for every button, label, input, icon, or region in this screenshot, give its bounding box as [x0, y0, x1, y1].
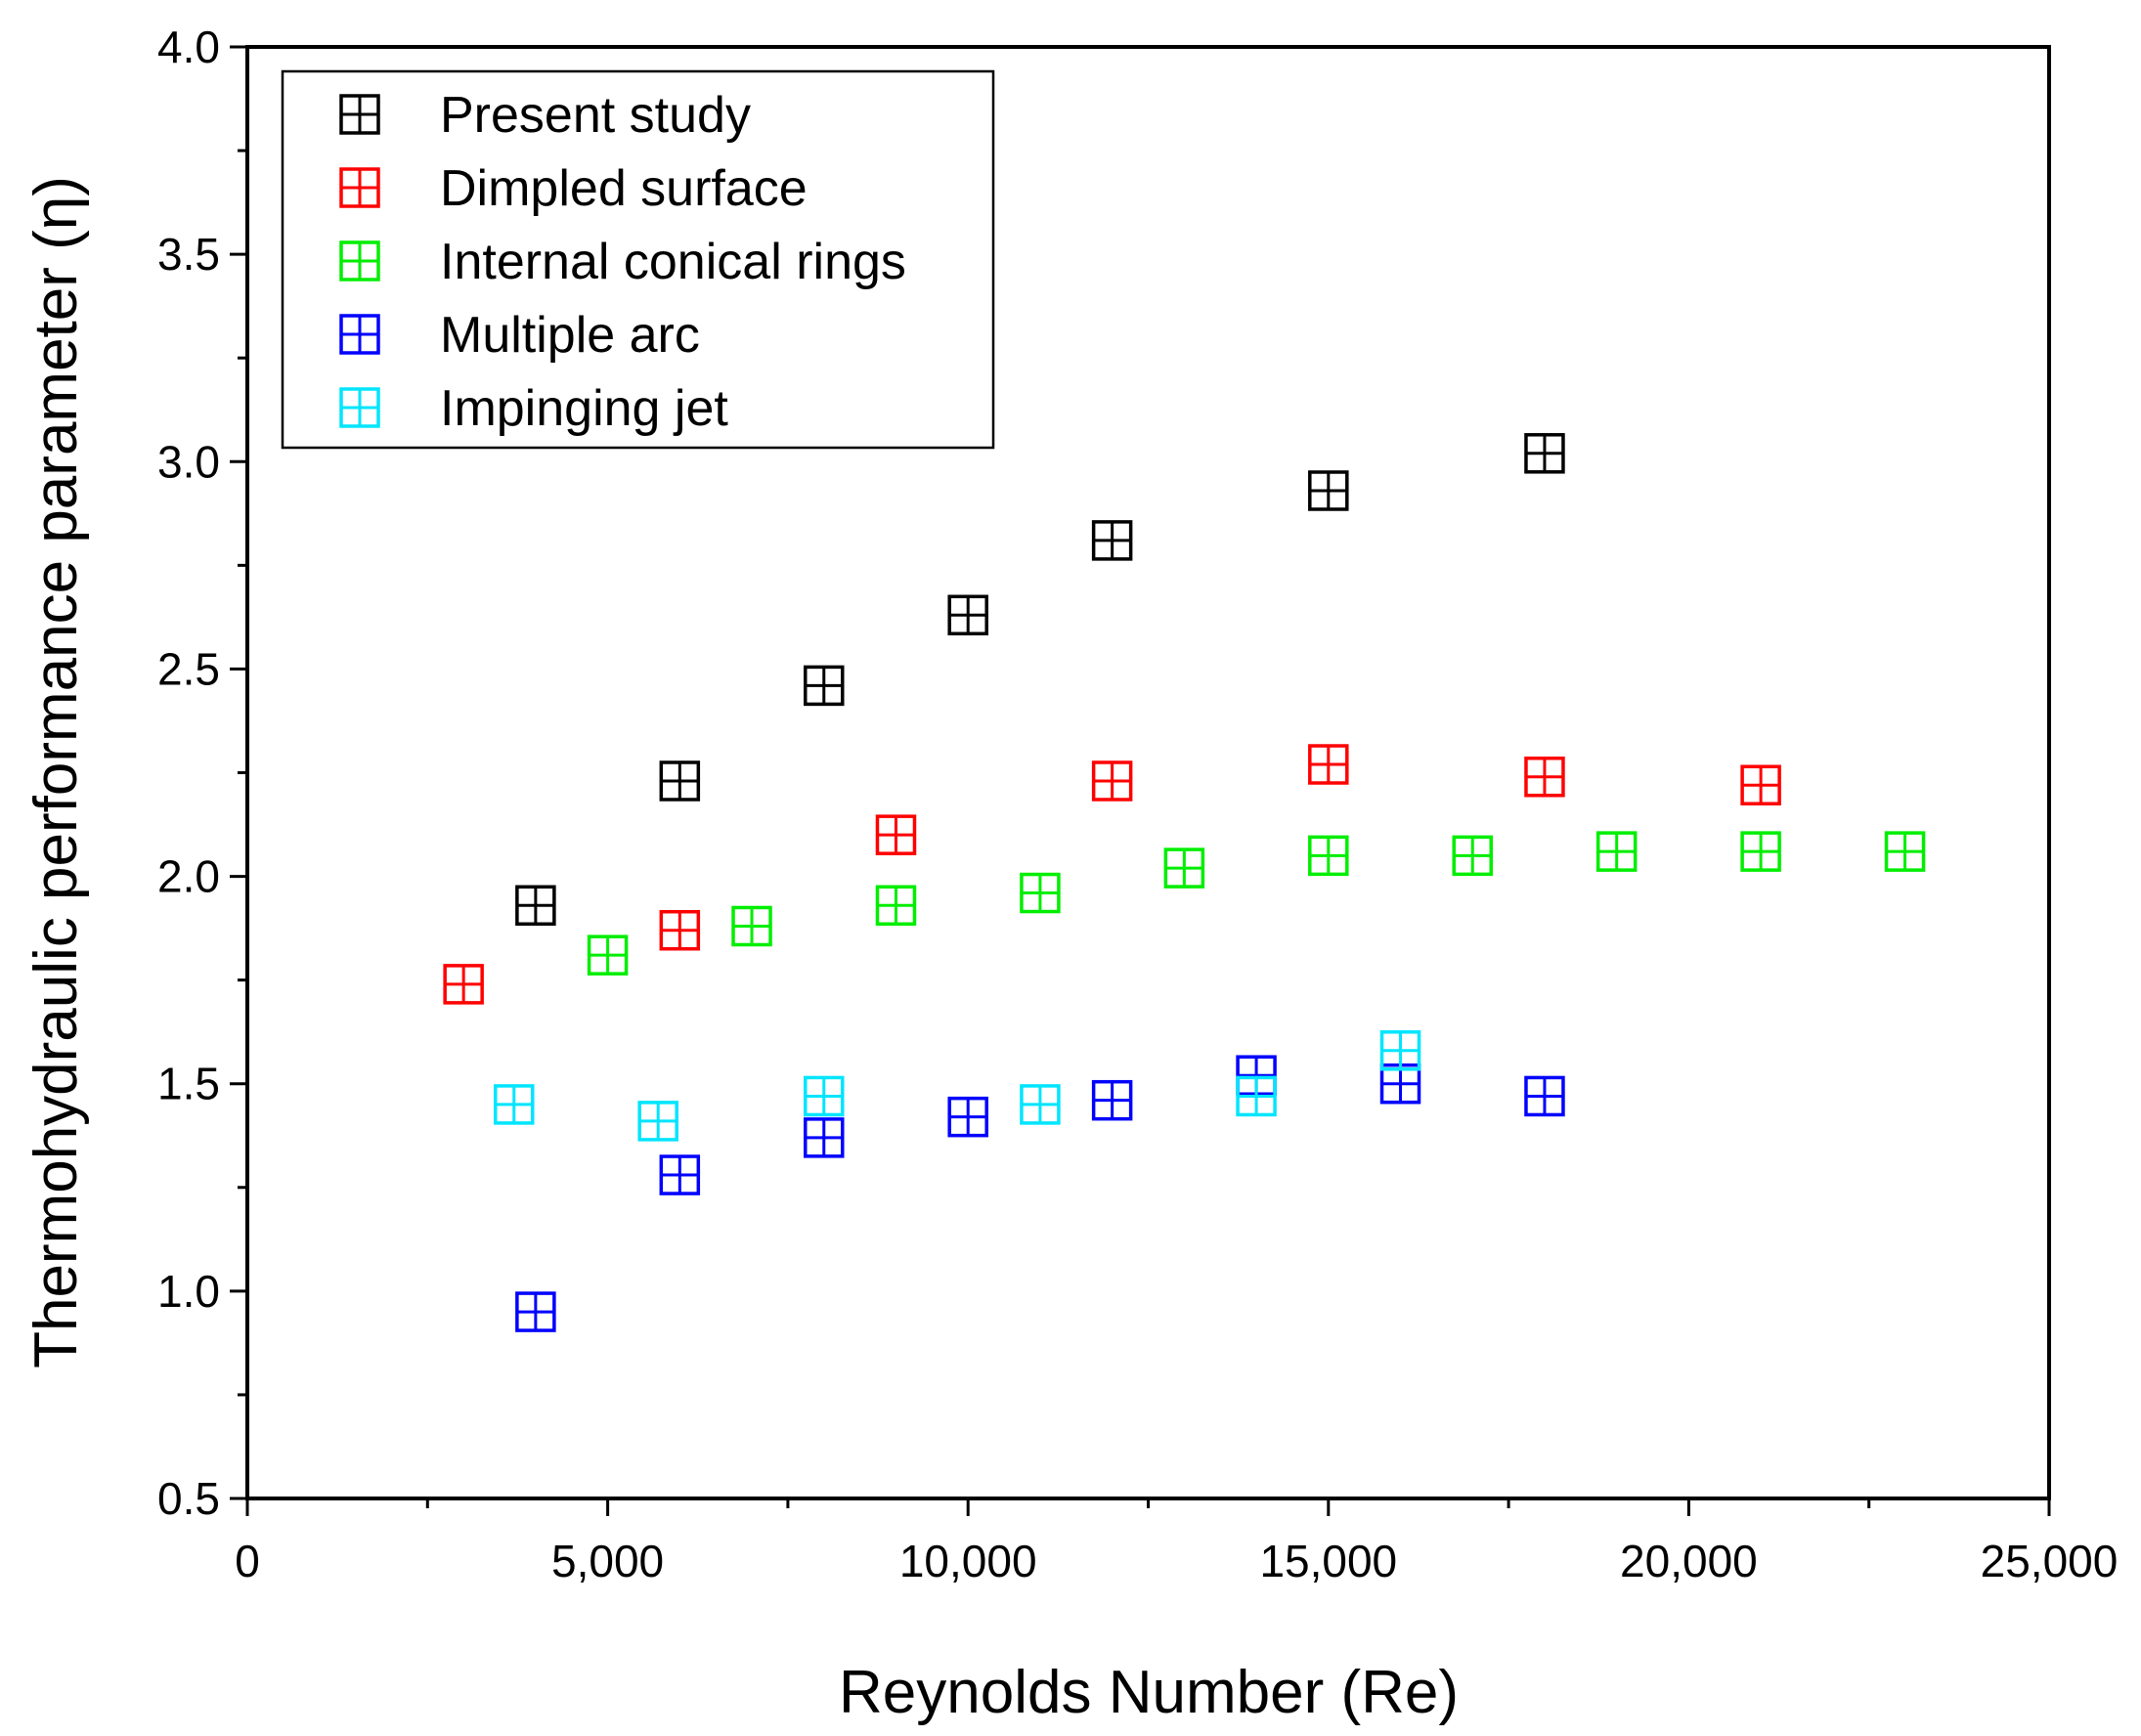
y-tick-label: 2.5: [157, 643, 220, 694]
series-present-study: [515, 433, 1565, 927]
data-point-internal-conical-rings: [731, 905, 772, 947]
series-impinging-jet: [494, 1030, 1421, 1142]
data-point-impinging-jet: [1379, 1030, 1421, 1071]
data-point-multiple-arc: [804, 1117, 845, 1158]
data-point-dimpled-surface: [443, 964, 484, 1005]
data-point-multiple-arc: [1091, 1079, 1133, 1121]
data-point-internal-conical-rings: [875, 885, 917, 927]
data-point-present-study: [1524, 433, 1565, 474]
data-point-internal-conical-rings: [1740, 831, 1781, 872]
legend-item-present-study: Present study: [339, 87, 751, 144]
y-tick-label: 4.0: [157, 22, 220, 72]
axis-ticks: [230, 45, 2051, 1516]
legend-label: Impinging jet: [440, 380, 728, 437]
legend-box: [281, 69, 995, 450]
y-tick-label: 3.5: [157, 229, 220, 280]
data-point-impinging-jet: [494, 1084, 535, 1125]
data-point-internal-conical-rings: [1452, 835, 1493, 877]
y-tick-label: 1.0: [157, 1266, 220, 1317]
x-tick-label: 5,000: [551, 1536, 664, 1586]
legend-marker: [339, 167, 380, 208]
data-point-multiple-arc: [659, 1154, 701, 1195]
data-point-dimpled-surface: [1740, 764, 1781, 805]
x-tick-label: 10,000: [899, 1536, 1037, 1586]
data-point-internal-conical-rings: [1884, 831, 1926, 872]
series-dimpled-surface: [443, 744, 1781, 1005]
y-tick-label: 0.5: [157, 1473, 220, 1524]
data-point-internal-conical-rings: [1595, 831, 1638, 872]
x-tick-label: 15,000: [1259, 1536, 1397, 1586]
legend-item-multiple-arc: Multiple arc: [339, 307, 700, 364]
legend-item-impinging-jet: Impinging jet: [339, 380, 728, 437]
data-point-impinging-jet: [1020, 1084, 1061, 1125]
legend-marker: [339, 314, 380, 355]
legend-items: Present study Dimpled surface Internal con…: [339, 87, 906, 437]
data-point-multiple-arc: [515, 1291, 556, 1332]
legend-marker: [339, 240, 380, 282]
data-point-present-study: [1091, 520, 1133, 561]
data-point-present-study: [659, 760, 701, 802]
data-point-impinging-jet: [804, 1075, 845, 1117]
legend-marker: [339, 94, 380, 135]
data-point-dimpled-surface: [659, 909, 701, 951]
y-axis-title: Thermohydraulic performance parameter (η…: [22, 176, 90, 1368]
x-axis-title: Reynolds Number (Re): [839, 1659, 1459, 1726]
data-point-impinging-jet: [1236, 1075, 1277, 1117]
data-point-dimpled-surface: [1524, 756, 1565, 798]
data-point-present-study: [804, 665, 845, 707]
data-point-present-study: [947, 594, 988, 636]
data-point-multiple-arc: [1524, 1075, 1565, 1117]
legend-label: Present study: [440, 87, 751, 144]
legend-label: Dimpled surface: [440, 160, 808, 217]
data-point-dimpled-surface: [1308, 744, 1349, 785]
data-point-present-study: [1308, 470, 1349, 511]
series-internal-conical-rings: [587, 831, 1926, 976]
x-tick-label: 20,000: [1620, 1536, 1758, 1586]
legend: Present study Dimpled surface Internal con…: [281, 69, 995, 450]
data-points: [443, 433, 1926, 1332]
legend-label: Internal conical rings: [440, 234, 906, 290]
legend-item-internal-conical-rings: Internal conical rings: [339, 234, 906, 290]
data-point-impinging-jet: [637, 1101, 678, 1142]
data-point-multiple-arc: [947, 1096, 988, 1138]
data-point-present-study: [515, 885, 556, 927]
data-point-dimpled-surface: [875, 814, 917, 855]
legend-item-dimpled-surface: Dimpled surface: [339, 160, 808, 217]
x-tick-label: 25,000: [1981, 1536, 2119, 1586]
data-point-internal-conical-rings: [1020, 872, 1061, 914]
y-tick-label: 2.0: [157, 851, 220, 902]
data-point-internal-conical-rings: [1308, 835, 1349, 877]
legend-marker: [339, 387, 380, 428]
y-tick-label: 3.0: [157, 436, 220, 487]
axis-tick-labels: 0 5,000 10,000 15,000 20,000 25,000 0.5 1.0 1.5 2…: [157, 22, 2118, 1586]
data-point-dimpled-surface: [1091, 760, 1133, 802]
x-tick-label: 0: [235, 1536, 260, 1586]
data-point-internal-conical-rings: [587, 934, 629, 976]
data-point-internal-conical-rings: [1163, 847, 1205, 889]
y-tick-label: 1.5: [157, 1059, 220, 1109]
legend-label: Multiple arc: [440, 307, 700, 364]
